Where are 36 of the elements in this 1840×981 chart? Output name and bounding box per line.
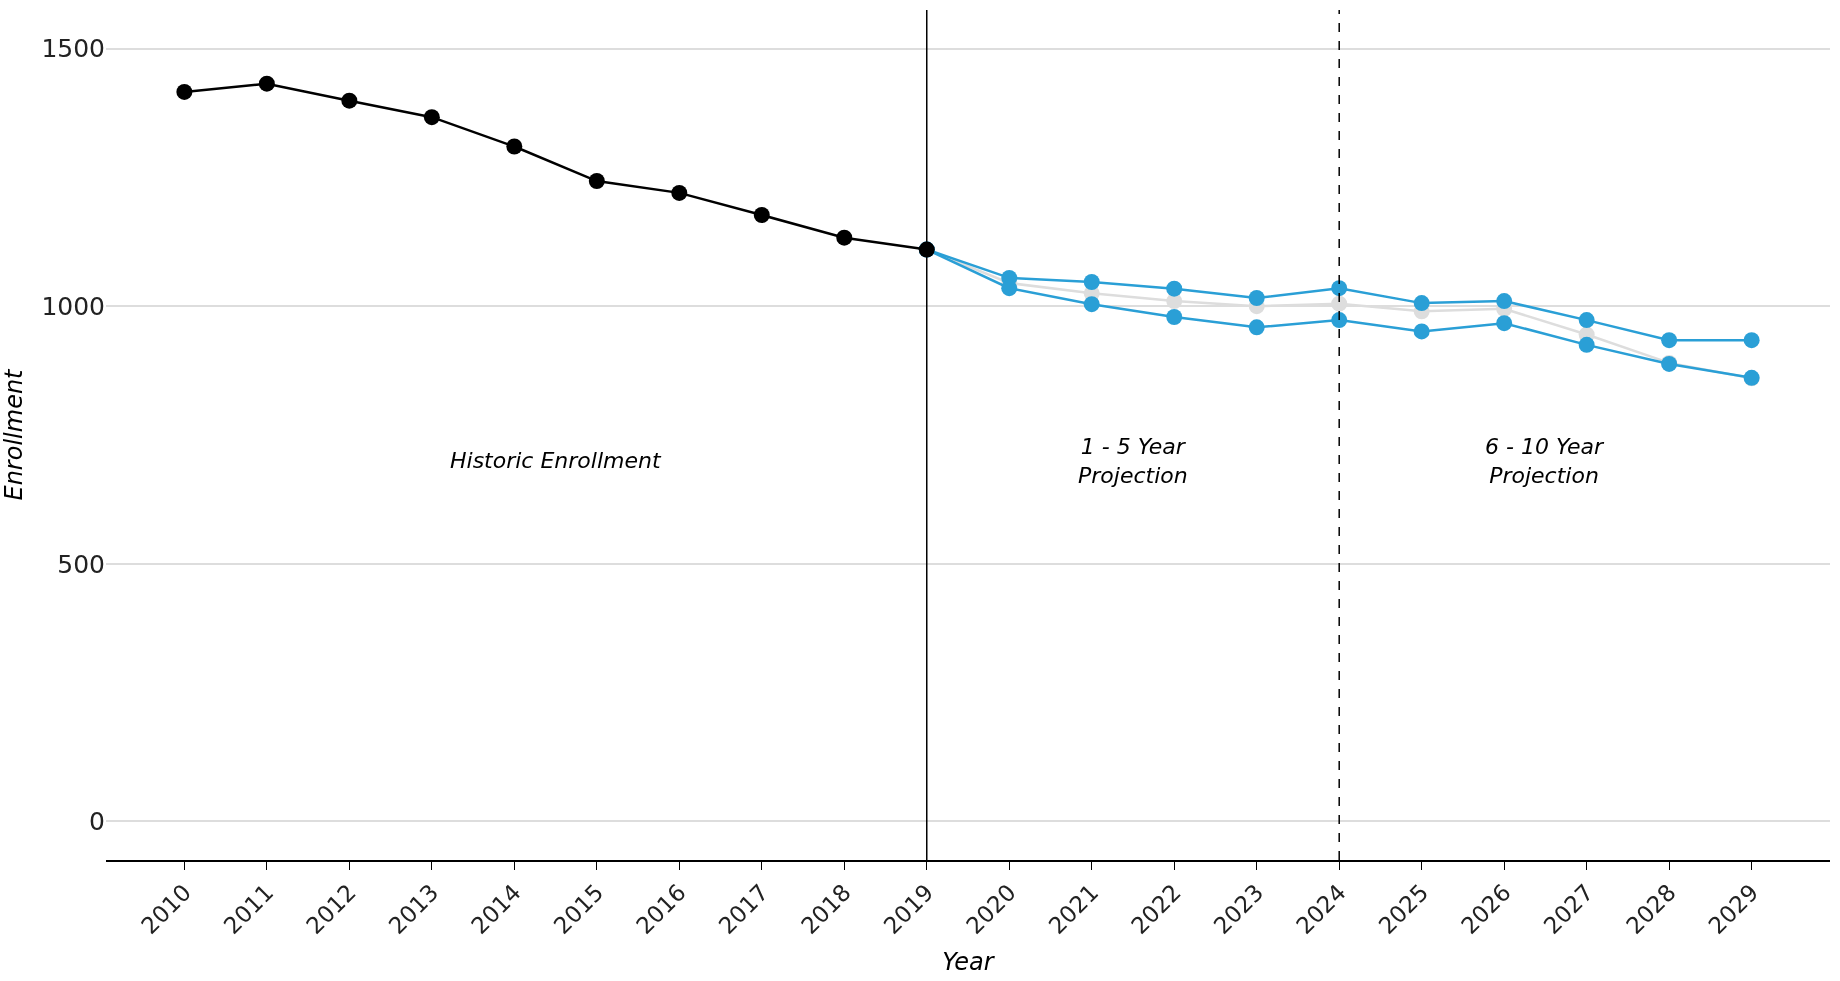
point xyxy=(1083,274,1100,290)
annotation: Historic Enrollment xyxy=(450,448,662,473)
point xyxy=(1331,280,1348,297)
point xyxy=(1413,295,1430,312)
y-tick-label: 1500 xyxy=(41,34,105,64)
point xyxy=(836,229,853,246)
point xyxy=(423,109,440,126)
y-tick-label: 1000 xyxy=(41,291,105,321)
point xyxy=(341,92,358,109)
point xyxy=(176,83,193,100)
annotation: 1 - 5 Year Projection xyxy=(1078,434,1188,488)
point xyxy=(588,173,605,190)
point xyxy=(1413,323,1430,340)
point xyxy=(1248,319,1265,336)
point xyxy=(1331,312,1348,329)
annotation: 6 - 10 Year Projection xyxy=(1485,434,1605,488)
point xyxy=(258,75,275,92)
y-tick-label: 500 xyxy=(57,549,105,579)
point xyxy=(1248,289,1265,306)
point xyxy=(1083,296,1100,313)
point xyxy=(1001,280,1018,297)
point xyxy=(1331,295,1348,312)
point xyxy=(671,184,688,201)
point xyxy=(753,207,770,224)
point xyxy=(1661,332,1678,349)
x-axis-title: Year xyxy=(942,947,996,976)
point xyxy=(1166,309,1183,326)
point xyxy=(1166,280,1183,297)
point xyxy=(1743,332,1760,349)
y-tick-label: 0 xyxy=(89,807,105,837)
point xyxy=(1578,312,1595,329)
point xyxy=(1496,293,1513,310)
point xyxy=(1578,336,1595,353)
point xyxy=(506,138,523,155)
y-axis-title: Enrollment xyxy=(0,367,28,501)
point xyxy=(1496,315,1513,332)
